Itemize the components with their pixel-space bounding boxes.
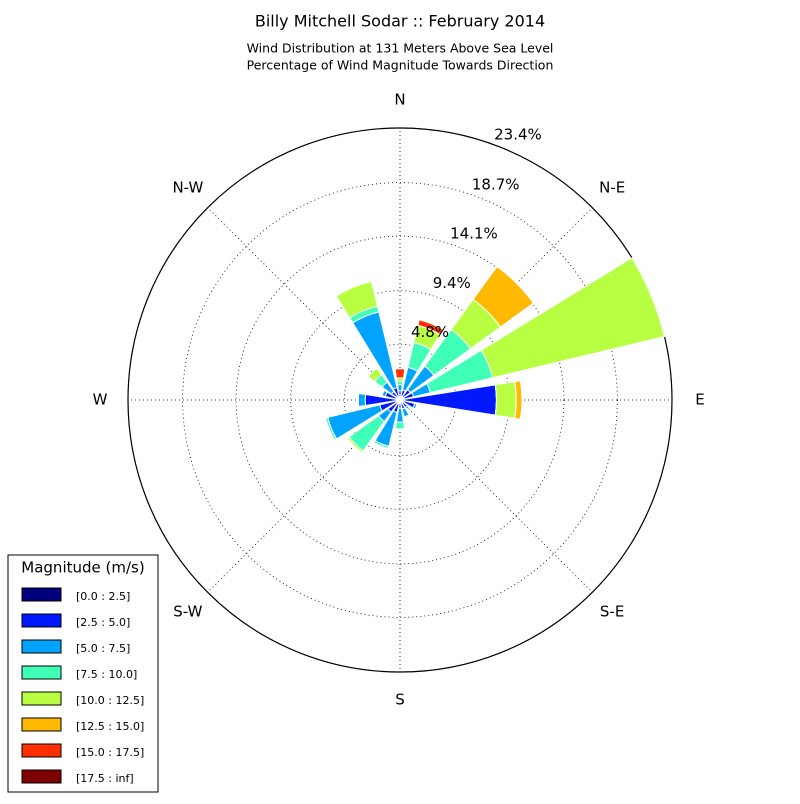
direction-label: N <box>394 91 405 109</box>
legend-label: [12.5 : 15.0] <box>76 720 144 733</box>
legend-label: [15.0 : 17.5] <box>76 746 144 759</box>
chart-title: Billy Mitchell Sodar :: February 2014 <box>255 12 545 31</box>
legend-label: [7.5 : 10.0] <box>76 668 137 681</box>
legend-label: [5.0 : 7.5] <box>76 642 130 655</box>
r-tick-label: 23.4% <box>494 126 542 144</box>
legend-label: [17.5 : inf] <box>76 772 134 785</box>
wind-segment <box>395 369 405 379</box>
wind-segment <box>495 382 516 418</box>
legend-swatch <box>22 718 61 731</box>
direction-label: S <box>395 691 405 709</box>
r-tick-label: 14.1% <box>450 224 498 242</box>
legend-swatch <box>22 666 61 679</box>
chart-subtitle: Percentage of Wind Magnitude Towards Dir… <box>247 58 554 73</box>
legend-label: [2.5 : 5.0] <box>76 616 130 629</box>
legend-label: [10.0 : 12.5] <box>76 694 144 707</box>
legend-swatch <box>22 744 61 757</box>
direction-label: E <box>695 391 704 409</box>
legend-swatch <box>22 588 61 601</box>
legend-swatch <box>22 640 61 653</box>
direction-label: S-E <box>600 603 624 621</box>
wind-segment <box>358 393 359 406</box>
direction-label: S-W <box>173 603 202 621</box>
legend-label: [0.0 : 2.5] <box>76 590 130 603</box>
legend-swatch <box>22 692 61 705</box>
direction-label: N-E <box>599 178 625 196</box>
legend-title: Magnitude (m/s) <box>21 559 144 577</box>
r-tick-label: 18.7% <box>472 175 520 193</box>
grid-spoke <box>400 400 592 592</box>
r-tick-label: 4.8% <box>411 323 449 341</box>
wind-segment <box>395 422 404 429</box>
legend-swatch <box>22 770 61 783</box>
legend-swatch <box>22 614 61 627</box>
r-tick-label: 9.4% <box>433 274 471 292</box>
chart-subtitle: Wind Distribution at 131 Meters Above Se… <box>247 41 554 56</box>
wind-segment <box>398 385 403 391</box>
direction-label: W <box>93 391 108 409</box>
wind-segment <box>358 393 365 406</box>
direction-label: N-W <box>172 178 203 196</box>
